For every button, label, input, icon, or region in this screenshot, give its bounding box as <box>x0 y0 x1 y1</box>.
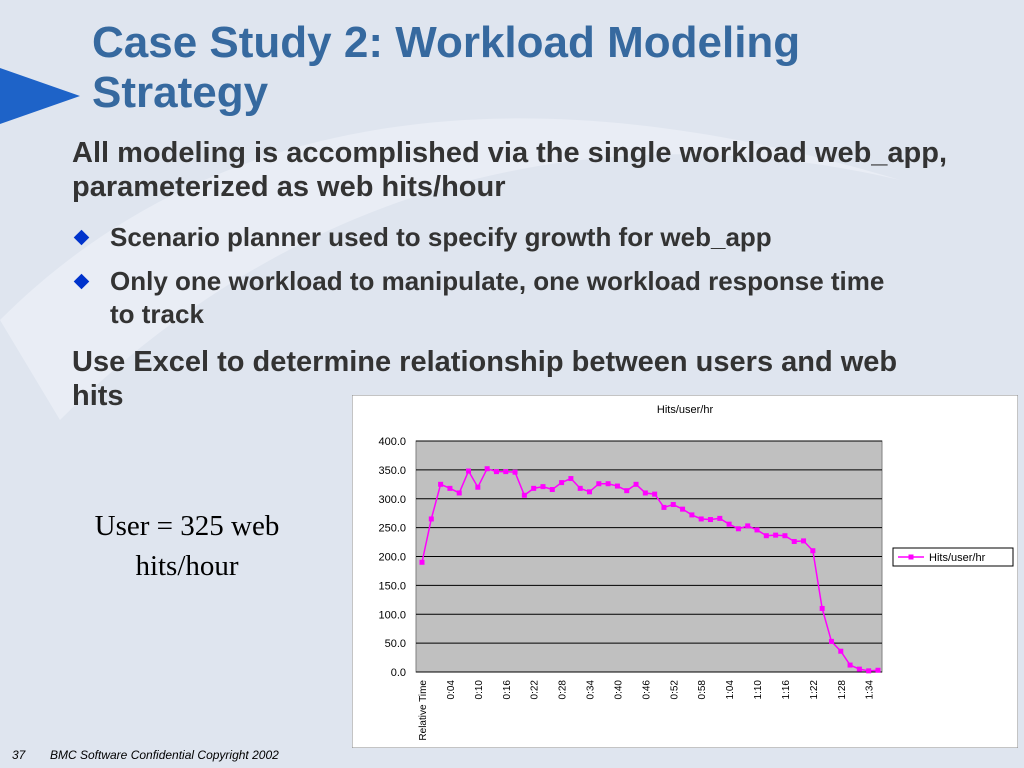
marker <box>438 481 444 487</box>
y-tick-label: 50.0 <box>385 638 406 650</box>
marker <box>512 469 518 475</box>
marker <box>866 668 872 674</box>
x-tick-label: 0:34 <box>586 680 597 700</box>
marker <box>642 490 648 496</box>
marker <box>559 480 565 486</box>
marker <box>745 523 751 529</box>
x-tick-label: 0:04 <box>446 680 457 700</box>
marker <box>475 484 481 490</box>
marker <box>828 638 834 644</box>
note: User = 325 web hits/hour <box>94 510 280 582</box>
marker <box>726 521 732 527</box>
marker <box>801 538 807 544</box>
chart-title: Hits/user/hr <box>657 404 714 416</box>
marker <box>466 468 472 474</box>
marker <box>493 469 499 475</box>
marker <box>568 476 574 482</box>
x-tick-label: 0:22 <box>530 680 541 700</box>
chart: Hits/user/hr 0.0 50.0 100.0 150.0 200.0 250.0… <box>352 395 1018 748</box>
marker <box>633 481 639 487</box>
x-tick-label: 0:46 <box>641 680 652 700</box>
slide-title: Case Study 2: Workload Modeling Strategy <box>92 18 801 117</box>
x-tick-label: 0:40 <box>613 680 624 700</box>
y-tick-label: 400.0 <box>378 436 406 448</box>
marker <box>680 506 686 512</box>
marker <box>614 483 620 489</box>
point: All modeling is accomplished via the sin… <box>72 137 948 203</box>
legend-label: Hits/user/hr <box>929 552 986 564</box>
x-tick-label: 1:28 <box>837 680 848 700</box>
y-tick-label: 150.0 <box>378 580 406 592</box>
marker <box>652 491 658 497</box>
x-tick-label: 0:16 <box>502 680 513 700</box>
marker <box>587 489 593 495</box>
x-tick-label: Relative Time <box>418 680 429 741</box>
marker <box>428 516 434 522</box>
marker <box>838 648 844 654</box>
marker <box>707 517 713 523</box>
marker <box>540 484 546 490</box>
marker <box>577 485 583 491</box>
marker <box>717 515 723 521</box>
marker <box>782 533 788 539</box>
marker <box>698 516 704 522</box>
marker <box>484 466 490 472</box>
x-tick-label: 0:58 <box>697 680 708 700</box>
x-tick-label: 1:04 <box>725 680 736 700</box>
x-tick-label: 1:10 <box>753 680 764 700</box>
marker <box>521 492 527 498</box>
legend-marker <box>908 554 914 560</box>
marker <box>856 666 862 672</box>
legend-box <box>892 547 1014 567</box>
marker <box>596 481 602 487</box>
x-tick-label: 1:34 <box>865 680 876 700</box>
bullet: Scenario planner used to specify growth … <box>110 221 910 254</box>
y-tick-label: 350.0 <box>378 465 406 477</box>
x-tick-label: 0:10 <box>474 680 485 700</box>
bullet: Only one workload to manipulate, one wor… <box>110 265 910 331</box>
footer: BMC Software Confidential Copyright 2002 <box>50 748 279 762</box>
y-tick-label: 300.0 <box>378 494 406 506</box>
marker <box>624 488 630 494</box>
marker <box>791 538 797 544</box>
x-tick-label: 1:16 <box>781 680 792 700</box>
y-tick-label: 0.0 <box>391 667 406 679</box>
marker <box>689 512 695 518</box>
x-tick-label: 0:52 <box>669 680 680 700</box>
y-tick-label: 100.0 <box>378 609 406 621</box>
x-tick-label: 1:22 <box>809 680 820 700</box>
y-tick-label: 250.0 <box>378 523 406 535</box>
marker <box>847 662 853 668</box>
marker <box>531 485 537 491</box>
marker <box>773 532 779 538</box>
marker <box>447 485 453 491</box>
x-tick-label: 0:28 <box>558 680 569 700</box>
marker <box>503 469 509 475</box>
marker <box>810 548 816 554</box>
point: Use Excel to determine relationship betw… <box>72 346 898 412</box>
marker <box>605 481 611 487</box>
marker <box>819 605 825 611</box>
marker <box>661 504 667 510</box>
y-tick-label: 200.0 <box>378 552 406 564</box>
marker <box>419 559 425 565</box>
marker <box>875 667 881 673</box>
marker <box>763 533 769 539</box>
marker <box>549 487 555 493</box>
page-number: 37 <box>12 748 26 762</box>
marker <box>456 490 462 496</box>
marker <box>670 502 676 508</box>
marker <box>754 527 760 533</box>
marker <box>735 526 741 532</box>
